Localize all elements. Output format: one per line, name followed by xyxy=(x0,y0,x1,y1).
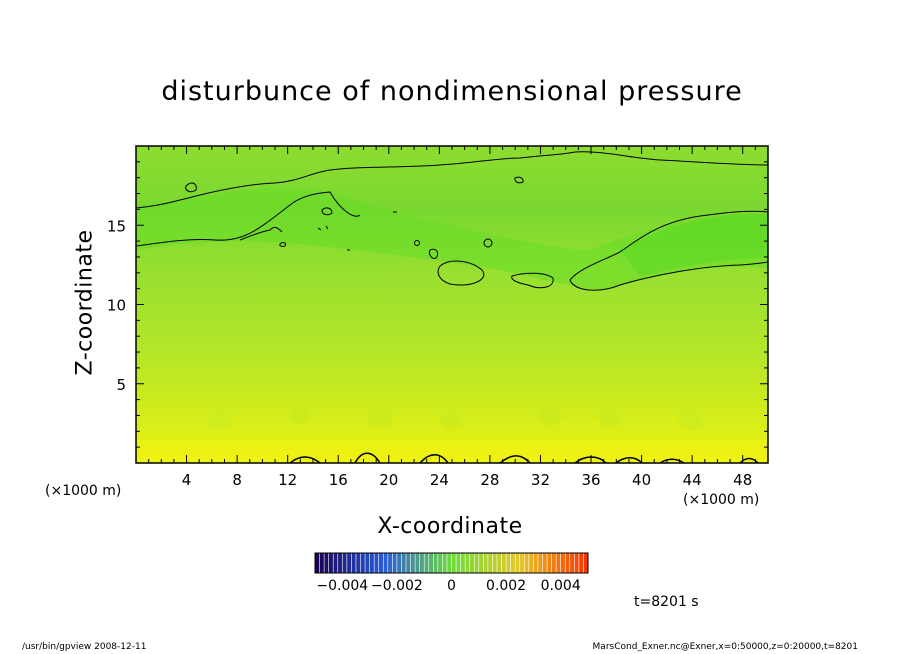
colorbar-swatch xyxy=(351,553,356,573)
colorbar-swatch xyxy=(533,553,538,573)
y-tick-label: 5 xyxy=(116,376,126,394)
colorbar-tick-label: 0.004 xyxy=(541,578,581,594)
colorbar-swatch xyxy=(360,553,366,573)
colorbar-swatch xyxy=(396,553,402,573)
colorbar-swatch xyxy=(424,553,429,573)
colorbar-swatch xyxy=(378,553,384,573)
colorbar-swatch xyxy=(315,553,320,573)
colorbar-swatch xyxy=(342,553,347,573)
contour-upper xyxy=(136,151,768,209)
colorbar-tick-label: 0 xyxy=(447,578,456,594)
colorbar-swatch xyxy=(510,553,516,573)
colorbar-swatch xyxy=(556,553,561,573)
colorbar-swatch xyxy=(442,553,447,573)
colorbar-swatch xyxy=(419,553,425,573)
colorbar-swatch xyxy=(478,553,484,573)
time-label: t=8201 s xyxy=(634,594,699,610)
colorbar-frame xyxy=(314,552,589,574)
x-tick-label: 4 xyxy=(182,471,192,489)
colorbar-swatch xyxy=(501,553,507,573)
y-axis-label: Z-coordinate xyxy=(72,229,98,376)
colorbar-swatch xyxy=(401,553,406,573)
colorbar-swatch xyxy=(437,553,443,573)
colorbar-swatch xyxy=(483,553,488,573)
colorbar-swatch xyxy=(465,553,470,573)
colorbar-swatch xyxy=(560,553,566,573)
colorbar-swatch xyxy=(392,553,397,573)
x-axis-ticks: 4 8 12 16 20 24 28 32 36 40 44 48 xyxy=(135,146,769,489)
colorbar-swatch xyxy=(333,553,338,573)
colorbar-swatch xyxy=(469,553,475,573)
contour-island-1 xyxy=(437,260,485,286)
colorbar-swatch xyxy=(451,553,457,573)
colorbar-swatch xyxy=(406,553,411,573)
colorbar-swatch xyxy=(365,553,370,573)
colorbar-swatch xyxy=(547,553,552,573)
x-tick-label: 32 xyxy=(531,471,550,489)
x-tick-label: 36 xyxy=(581,471,600,489)
colorbar-swatch xyxy=(583,553,588,573)
colorbar-swatch xyxy=(542,553,548,573)
footer-program-date: /usr/bin/gpview 2008-12-11 xyxy=(22,642,147,652)
chart-title: disturbunce of nondimensional pressure xyxy=(161,76,743,107)
colorbar-swatch xyxy=(428,553,434,573)
colorbar-swatch xyxy=(497,553,502,573)
x-tick-label: 20 xyxy=(379,471,398,489)
colorbar-swatch xyxy=(415,553,420,573)
colorbar-swatch xyxy=(492,553,497,573)
colorbar-swatch xyxy=(551,553,557,573)
x-axis-label: X-coordinate xyxy=(377,514,523,539)
colorbar-swatch xyxy=(565,553,570,573)
colorbar-swatch xyxy=(319,553,325,573)
x-tick-label: 44 xyxy=(683,471,702,489)
colorbar-swatch xyxy=(460,553,466,573)
colorbar-swatch xyxy=(537,553,543,573)
x-tick-label: 48 xyxy=(733,471,752,489)
colorbar-swatch xyxy=(369,553,375,573)
contour-island-2 xyxy=(511,272,554,289)
colorbar-swatch xyxy=(387,553,393,573)
x-unit-label-left: (×1000 m) xyxy=(45,483,122,499)
contour-lower xyxy=(136,191,361,247)
x-unit-label-right: (×1000 m) xyxy=(683,492,760,508)
colorbar-swatch xyxy=(519,553,525,573)
colorbar-swatch xyxy=(346,553,352,573)
colorbar-swatch xyxy=(446,553,452,573)
colorbar-swatch xyxy=(506,553,511,573)
x-tick-label: 28 xyxy=(480,471,499,489)
colorbar-swatch xyxy=(528,553,534,573)
y-tick-label: 10 xyxy=(107,297,126,315)
colorbar-tick-label: −0.002 xyxy=(371,578,423,594)
colorbar-swatch xyxy=(515,553,520,573)
x-tick-label: 12 xyxy=(278,471,297,489)
colorbar-swatch xyxy=(574,553,579,573)
heatmap-field xyxy=(136,146,768,463)
colorbar-swatch xyxy=(433,553,438,573)
colorbar-swatch xyxy=(474,553,479,573)
footer-data-source: MarsCond_Exner.nc@Exner,x=0:50000,z=0:20… xyxy=(592,642,858,652)
colorbar-swatch xyxy=(355,553,361,573)
x-tick-label: 24 xyxy=(430,471,449,489)
colorbar-swatch xyxy=(383,553,388,573)
colorbar-swatch xyxy=(578,553,584,573)
colorbar-swatch xyxy=(456,553,461,573)
colorbar-swatch xyxy=(569,553,575,573)
colorbar-tick-label: 0.002 xyxy=(486,578,526,594)
colorbar: −0.004 −0.002 0 0.002 0.004 xyxy=(314,552,589,594)
y-tick-label: 15 xyxy=(107,217,126,235)
colorbar-swatch xyxy=(328,553,334,573)
colorbar-swatch xyxy=(410,553,416,573)
x-tick-label: 8 xyxy=(232,471,242,489)
colorbar-swatch xyxy=(374,553,379,573)
colorbar-swatch xyxy=(324,553,329,573)
x-tick-label: 16 xyxy=(329,471,348,489)
colorbar-swatch xyxy=(487,553,493,573)
contour-right xyxy=(569,210,768,281)
colorbar-swatch xyxy=(337,553,343,573)
colorbar-tick-label: −0.004 xyxy=(316,578,368,594)
y-axis-ticks: 5 10 15 xyxy=(107,145,768,464)
colorbar-swatch xyxy=(524,553,529,573)
x-tick-label: 40 xyxy=(632,471,651,489)
